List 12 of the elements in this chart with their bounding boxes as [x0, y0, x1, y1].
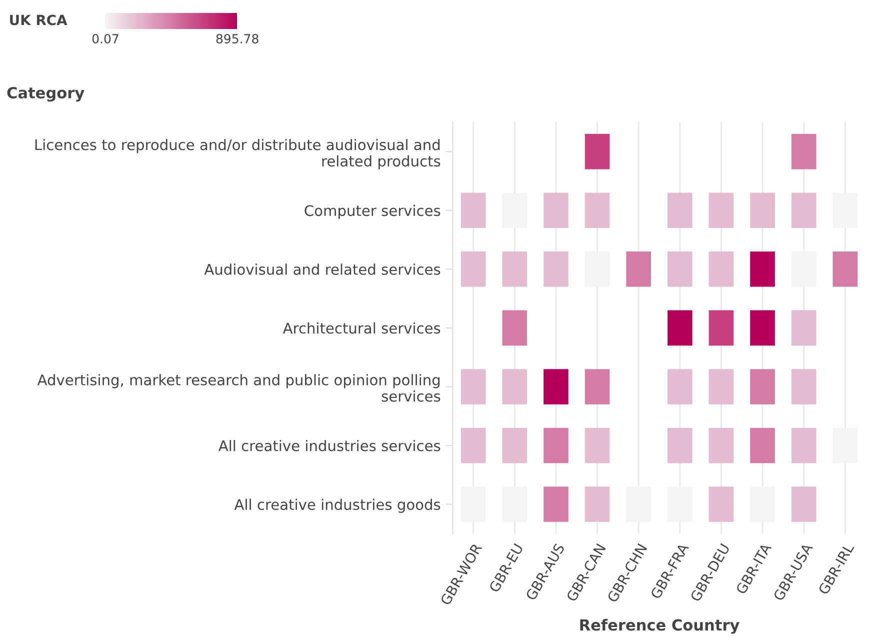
color-bar-label: 0.07 [92, 34, 118, 44]
x-axis-title: Reference Country [580, 618, 740, 634]
y-tick-label: Computer services [304, 204, 440, 219]
color-bar-title: UK RCA [10, 14, 68, 26]
y-tick-label: Licences to reproduce and/or distribute audiovisual and related products [35, 138, 440, 170]
y-tick-label: Audiovisual and related services [204, 264, 440, 275]
y-axis-title: Category [7, 86, 84, 102]
y-tick-label: All creative industries services [218, 440, 440, 452]
color-bar-label: 895.78 [216, 34, 258, 44]
y-tick-label: All creative industries goods [234, 498, 440, 513]
y-tick-label: Advertising, market research and public opinion polling services [37, 374, 440, 402]
y-tick-label: Architectural services [282, 322, 440, 334]
